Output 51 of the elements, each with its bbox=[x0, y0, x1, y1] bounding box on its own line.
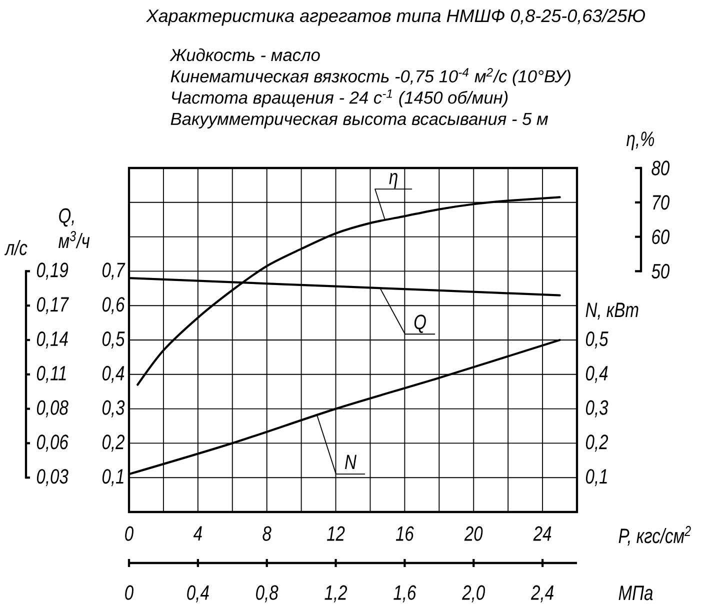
y2-axis-title: N, кВт bbox=[586, 302, 638, 320]
text: 0,06 bbox=[36, 434, 68, 452]
text: Вакуумметрическая высота всасывания - 5 м bbox=[170, 112, 548, 128]
y3-tick-label: 60 bbox=[652, 229, 670, 244]
text: 0,17 bbox=[36, 297, 69, 314]
x-tick-label: 12 bbox=[326, 526, 345, 541]
series-label: η bbox=[389, 172, 398, 188]
x-tick-label: 0 bbox=[125, 526, 134, 541]
x-axis-title: P, кгс/см$^{2}$ bbox=[618, 526, 691, 546]
x2-tick-label: 2,4 bbox=[530, 585, 554, 602]
text: Кинематическая вязкость -0,75 10$^{-4}$ м$^{2}$/с (10°ВУ) bbox=[170, 68, 570, 86]
text: N bbox=[345, 454, 356, 470]
x-tick-label: 4 bbox=[193, 526, 202, 540]
x2-tick-label: 0,8 bbox=[256, 585, 278, 602]
y3-axis-title: η,% bbox=[626, 132, 654, 150]
y3-tick-label: 70 bbox=[652, 195, 670, 210]
text: Частота вращения - 24 с$^{-1}$ (1450 об/мин) bbox=[172, 89, 508, 108]
y-tick-label: 0,5 bbox=[102, 331, 125, 349]
x-tick-label: 16 bbox=[396, 526, 414, 541]
y3-tick-label: 80 bbox=[652, 160, 670, 176]
x-tick-label: 24 bbox=[533, 526, 552, 541]
y2-tick-label: 0,3 bbox=[586, 400, 608, 418]
x-tick-label: 8 bbox=[262, 526, 272, 541]
x2-tick-label: 1,2 bbox=[324, 585, 348, 602]
y2-tick-label: 0,1 bbox=[586, 469, 607, 486]
y2-tick-label: 0,5 bbox=[586, 331, 608, 349]
x2-tick-label: 0,4 bbox=[187, 585, 209, 602]
y-tick-label: 0,7 bbox=[102, 262, 126, 280]
text: 0,03 bbox=[36, 469, 68, 486]
x2-tick-label: 2,0 bbox=[462, 585, 485, 602]
text: л/с bbox=[4, 240, 28, 256]
x2-tick-label: 1,6 bbox=[394, 585, 416, 602]
y3-tick-label: 50 bbox=[652, 264, 670, 279]
text: Жидкость - масло bbox=[170, 48, 320, 62]
series-label: Q bbox=[414, 314, 426, 334]
text: 0,19 bbox=[36, 262, 68, 280]
y2-tick-label: 0,4 bbox=[586, 366, 608, 383]
y2-tick-label: 0,2 bbox=[586, 434, 608, 452]
y-tick-label: 0,3 bbox=[102, 400, 125, 418]
text: 0,11 bbox=[36, 366, 66, 383]
y-tick-label: 0,2 bbox=[102, 434, 124, 452]
x2-tick-label: 0 bbox=[125, 585, 134, 600]
y-tick-label: 0,6 bbox=[102, 297, 125, 314]
y-tick-label: 0,1 bbox=[102, 469, 124, 486]
y-tick-label: 0,4 bbox=[102, 366, 124, 383]
x2-axis-title: МПа bbox=[618, 586, 653, 600]
chart-title: Характеристика агрегатов типа НМШФ 0,8-25-0,63/25Ю bbox=[146, 8, 646, 26]
x-tick-label: 20 bbox=[464, 526, 483, 541]
y-axis-title: Q, м$^{3}$/ч bbox=[58, 208, 90, 248]
text: 0,14 bbox=[36, 331, 68, 349]
text: 0,08 bbox=[36, 400, 68, 418]
